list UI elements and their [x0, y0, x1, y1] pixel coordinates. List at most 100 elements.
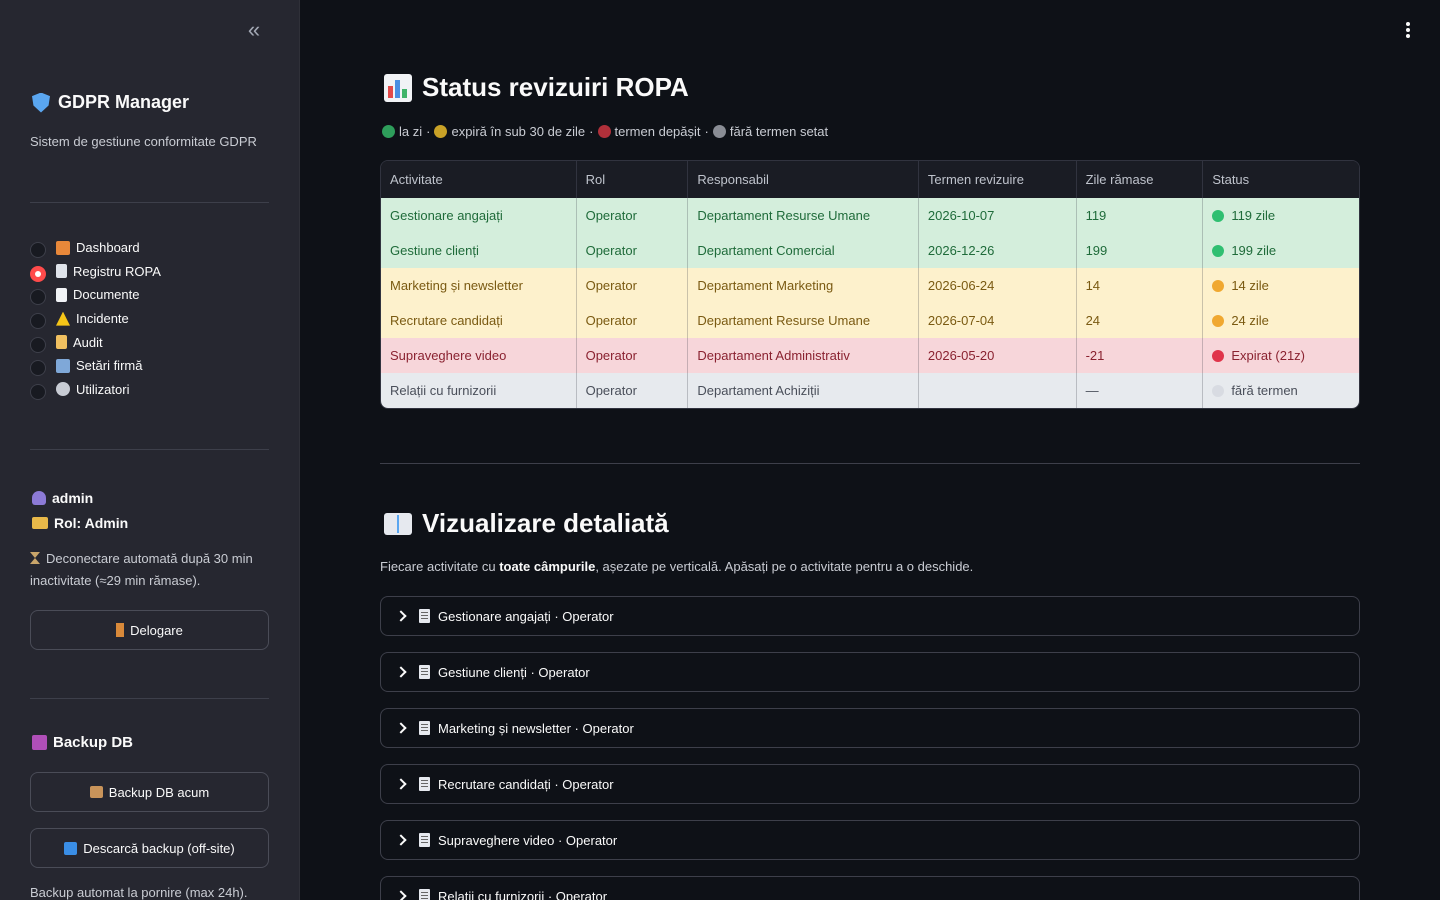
sidebar-divider	[30, 449, 269, 450]
table-cell[interactable]: Gestiune clienți	[381, 233, 577, 268]
table-cell[interactable]: 2026-12-26	[919, 233, 1077, 268]
table-cell[interactable]: 24	[1077, 303, 1204, 338]
logout-button[interactable]: Delogare	[30, 610, 269, 650]
table-row[interactable]: Gestionare angajați Operator Departament R…	[381, 198, 1359, 233]
nav-item-setari-firma[interactable]: Setări firmă	[30, 354, 161, 378]
table-cell[interactable]: -21	[1077, 338, 1204, 373]
nav-item-incidente[interactable]: Incidente	[30, 307, 161, 331]
table-cell[interactable]: 14	[1077, 268, 1204, 303]
column-header[interactable]: Termen revizuire	[919, 161, 1077, 198]
table-cell[interactable]: 2026-06-24	[919, 268, 1077, 303]
nav-item-registru-ropa[interactable]: Registru ROPA	[30, 260, 161, 284]
column-header[interactable]: Activitate	[381, 161, 577, 198]
table-row[interactable]: Relații cu furnizorii Operator Departament…	[381, 373, 1359, 408]
activity-expander[interactable]: Supraveghere video · Operator	[380, 820, 1360, 860]
table-cell[interactable]: Gestionare angajați	[381, 198, 577, 233]
section-divider	[380, 463, 1360, 464]
table-cell[interactable]: 119	[1077, 198, 1204, 233]
table-cell[interactable]: Operator	[577, 233, 689, 268]
download-backup-button[interactable]: Descarcă backup (off-site)	[30, 828, 269, 868]
nav-item-dashboard[interactable]: Dashboard	[30, 236, 161, 260]
status-circle-icon	[1212, 384, 1225, 397]
table-cell[interactable]: Departament Administrativ	[688, 338, 919, 373]
table-cell[interactable]: Marketing și newsletter	[381, 268, 577, 303]
clipboard-icon	[419, 833, 430, 847]
table-cell[interactable]: Operator	[577, 268, 689, 303]
status-circle-icon	[1212, 209, 1225, 222]
nav-item-audit[interactable]: Audit	[30, 330, 161, 354]
user-icon	[32, 490, 46, 505]
table-cell[interactable]: Departament Resurse Umane	[688, 303, 919, 338]
activity-expander[interactable]: Recrutare candidați · Operator	[380, 764, 1360, 804]
table-row[interactable]: Gestiune clienți Operator Departament Come…	[381, 233, 1359, 268]
table-cell[interactable]: Operator	[577, 303, 689, 338]
main-menu-icon[interactable]	[1400, 20, 1416, 40]
ropa-status-table[interactable]: Activitate Rol Responsabil Termen revizu…	[380, 160, 1360, 409]
status-text: 14 zile	[1231, 278, 1269, 293]
office-building-icon	[56, 358, 70, 373]
table-row[interactable]: Recrutare candidați Operator Departament R…	[381, 303, 1359, 338]
activity-expander[interactable]: Marketing și newsletter · Operator	[380, 708, 1360, 748]
status-text: 119 zile	[1231, 208, 1276, 223]
backup-now-button[interactable]: Backup DB acum	[30, 772, 269, 812]
table-cell[interactable]: —	[1077, 373, 1204, 408]
radio-button[interactable]	[30, 383, 46, 400]
clipboard-icon	[419, 721, 430, 735]
activity-expander[interactable]: Gestionare angajați · Operator	[380, 596, 1360, 636]
status-cell[interactable]: 119 zile	[1203, 198, 1359, 233]
table-cell[interactable]: Operator	[577, 338, 689, 373]
radio-button[interactable]	[30, 336, 46, 353]
nav-label: Setări firmă	[76, 358, 143, 374]
status-cell[interactable]: 14 zile	[1203, 268, 1359, 303]
table-cell[interactable]: 2026-10-07	[919, 198, 1077, 233]
table-cell[interactable]: 199	[1077, 233, 1204, 268]
table-cell[interactable]: Departament Comercial	[688, 233, 919, 268]
nav-item-documente[interactable]: Documente	[30, 283, 161, 307]
table-cell[interactable]: Relații cu furnizorii	[381, 373, 577, 408]
table-cell[interactable]: Departament Resurse Umane	[688, 198, 919, 233]
table-row[interactable]: Supraveghere video Operator Departament Ad…	[381, 338, 1359, 373]
backup-note: Backup automat la pornire (max 24h).	[30, 885, 248, 900]
table-cell[interactable]: 2026-07-04	[919, 303, 1077, 338]
column-header[interactable]: Status	[1212, 172, 1250, 187]
table-cell[interactable]: Departament Achiziții	[688, 373, 919, 408]
legend-label: la zi	[399, 124, 423, 139]
user-info: admin Rol: Admin	[32, 485, 128, 535]
table-cell[interactable]: Operator	[577, 198, 689, 233]
status-cell[interactable]: 24 zile	[1203, 303, 1359, 338]
radio-button[interactable]	[30, 360, 46, 377]
table-cell[interactable]: Recrutare candidați	[381, 303, 577, 338]
intro-bold-text: toate câmpurile	[499, 559, 596, 574]
status-cell[interactable]: 199 zile	[1203, 233, 1359, 268]
activity-expander[interactable]: Gestiune clienți · Operator	[380, 652, 1360, 692]
column-header[interactable]: Zile rămase	[1077, 161, 1204, 198]
sidebar-divider	[30, 698, 269, 699]
table-cell[interactable]: 2026-05-20	[919, 338, 1077, 373]
nav-item-utilizatori[interactable]: Utilizatori	[30, 378, 161, 402]
status-cell[interactable]: Expirat (21z)	[1203, 338, 1359, 373]
column-header[interactable]: Responsabil	[688, 161, 919, 198]
table-cell[interactable]: Operator	[577, 373, 689, 408]
collapse-sidebar-icon[interactable]: «	[247, 17, 261, 42]
radio-button[interactable]	[30, 289, 46, 306]
table-cell[interactable]	[919, 373, 1077, 408]
nav-label: Incidente	[76, 311, 129, 327]
activity-expander[interactable]: Relații cu furnizorii · Operator	[380, 876, 1360, 900]
expander-label: Marketing și newsletter · Operator	[438, 720, 634, 736]
nav-label: Audit	[73, 334, 103, 350]
radio-button[interactable]	[30, 242, 46, 259]
table-row[interactable]: Marketing și newsletter Operator Departame…	[381, 268, 1359, 303]
column-header[interactable]: Rol	[577, 161, 689, 198]
clipboard-icon	[419, 665, 430, 679]
status-circle-icon	[1212, 314, 1225, 327]
radio-button[interactable]	[30, 313, 46, 330]
hourglass-icon	[30, 552, 40, 564]
radio-button-selected[interactable]	[30, 265, 46, 282]
table-cell[interactable]: Departament Marketing	[688, 268, 919, 303]
table-cell[interactable]: Supraveghere video	[381, 338, 577, 373]
shield-icon	[32, 92, 50, 113]
chevron-right-icon	[395, 666, 407, 678]
open-book-icon	[384, 512, 412, 535]
floppy-disk-icon	[32, 735, 47, 750]
status-cell[interactable]: fără termen	[1203, 373, 1359, 408]
